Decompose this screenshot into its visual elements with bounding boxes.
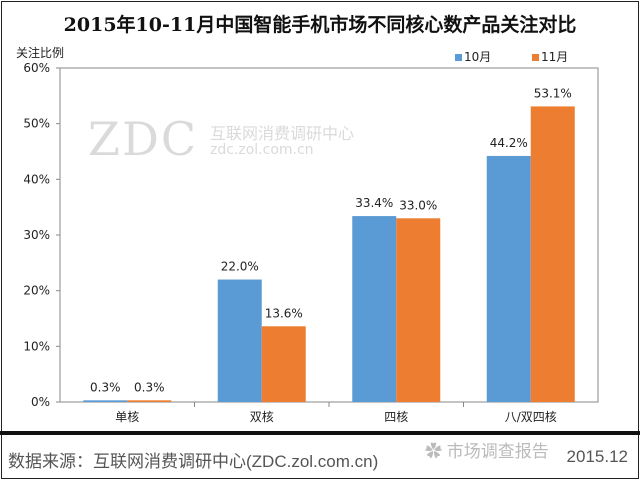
legend-item-11: 11月 (532, 48, 568, 65)
bar-nov (127, 400, 172, 402)
legend-item-10: 10月 (455, 48, 491, 65)
watermark-line2: zdc.zol.com.cn (210, 142, 314, 158)
data-label: 33.0% (399, 198, 437, 212)
bar-chart: 0% 10% 20% 30% 40% 50% 60% 单核 0.3% 0.3% 双核 22.0% 13.… (23, 61, 599, 424)
wechat-watermark-text: 市场调查报告 (446, 442, 549, 461)
bar-oct (83, 400, 128, 402)
data-label: 22.0% (221, 260, 259, 274)
data-label: 53.1% (534, 86, 572, 100)
bar-oct (352, 216, 397, 402)
y-tick-label: 60% (23, 61, 50, 75)
data-label: 13.6% (265, 306, 303, 320)
legend-swatch (532, 54, 539, 61)
x-tick-label: 单核 (115, 410, 139, 424)
data-label: 44.2% (490, 136, 528, 150)
legend-swatch (455, 54, 462, 61)
bar-oct (217, 279, 262, 402)
y-tick-label: 40% (23, 172, 50, 186)
y-tick-label: 10% (23, 339, 50, 353)
data-label: 0.3% (134, 380, 165, 394)
divider (0, 431, 640, 435)
bar-oct (486, 155, 531, 402)
y-tick-label: 50% (23, 117, 50, 131)
chart-title: 2015年10-11月中国智能手机市场不同核心数产品关注对比 (63, 14, 577, 36)
source-note: 数据来源：互联网消费调研中心(ZDC.zol.com.cn) (8, 452, 379, 471)
x-tick-label: 八/双四核 (505, 410, 557, 424)
report-date: 2015.12 (566, 447, 628, 466)
watermark-line1: 互联网消费调研中心 (210, 124, 355, 143)
bar-nov (396, 218, 441, 402)
y-tick-label: 30% (23, 228, 50, 242)
x-tick-label: 四核 (384, 410, 408, 424)
legend-label: 10月 (464, 50, 492, 64)
wechat-icon: ✿ (425, 442, 442, 461)
bar-nov (261, 326, 306, 402)
bar-nov (530, 106, 575, 402)
data-label: 0.3% (90, 380, 121, 394)
watermark-logo: ZDC (88, 112, 199, 166)
zdc-watermark: ZDC 互联网消费调研中心 zdc.zol.com.cn (88, 112, 354, 166)
y-axis-label: 关注比例 (16, 46, 65, 60)
wechat-watermark: ✿ 市场调查报告 (425, 437, 549, 462)
y-tick-label: 20% (23, 284, 50, 298)
y-tick-label: 0% (31, 395, 50, 409)
x-tick-label: 双核 (250, 410, 274, 424)
data-label: 33.4% (355, 196, 393, 210)
legend-label: 11月 (541, 50, 569, 64)
